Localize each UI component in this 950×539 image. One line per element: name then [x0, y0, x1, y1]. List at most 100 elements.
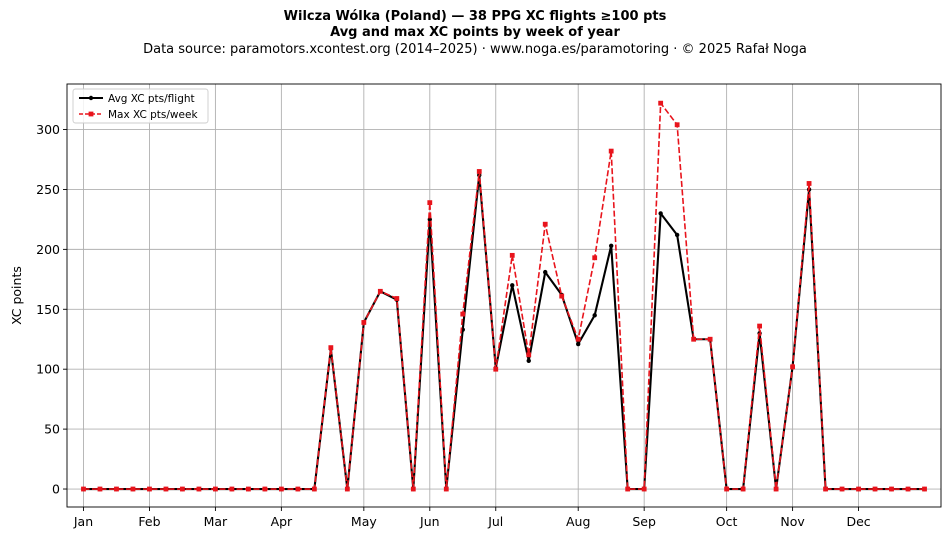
- y-tick-label: 150: [36, 302, 60, 317]
- series-max: [81, 100, 927, 492]
- y-tick-label: 200: [36, 242, 60, 257]
- data-point: [328, 345, 334, 351]
- x-tick-label: Jan: [73, 514, 93, 529]
- y-axis-label: XC points: [9, 266, 24, 325]
- data-point: [147, 486, 152, 492]
- legend-label: Max XC pts/week: [108, 109, 198, 121]
- data-point: [443, 486, 449, 492]
- data-point: [608, 148, 614, 154]
- data-point: [674, 232, 680, 238]
- series-line: [83, 102, 925, 490]
- data-point: [213, 486, 218, 492]
- data-point: [180, 486, 185, 492]
- grid: [67, 84, 941, 507]
- legend-item: Avg XC pts/flight: [79, 93, 195, 105]
- x-tick-label: Aug: [566, 514, 590, 529]
- data-point: [625, 486, 631, 492]
- legend-marker: [88, 111, 94, 117]
- data-point: [410, 486, 416, 492]
- legend-item: Max XC pts/week: [79, 109, 198, 121]
- data-point: [773, 486, 779, 492]
- data-point: [97, 486, 103, 492]
- data-point: [641, 486, 647, 492]
- data-point: [81, 486, 86, 492]
- data-point: [674, 122, 680, 128]
- chart-title-line1: Wilcza Wólka (Poland) — 38 PPG XC flight…: [283, 9, 667, 24]
- data-point: [526, 352, 532, 358]
- data-point: [262, 486, 268, 492]
- series-avg: [81, 172, 927, 492]
- data-point: [576, 341, 581, 347]
- plot-frame: [66, 83, 942, 508]
- y-axis: 0 50 100 150 200 250 300: [36, 122, 67, 497]
- y-tick-label: 0: [52, 482, 60, 497]
- data-point: [542, 221, 548, 227]
- data-point: [592, 313, 597, 318]
- data-point: [691, 336, 697, 342]
- data-point: [839, 486, 845, 492]
- data-point: [922, 486, 927, 492]
- data-point: [559, 293, 565, 299]
- data-point: [394, 296, 400, 301]
- legend: Avg XC pts/flight Max XC pts/week: [72, 88, 209, 124]
- y-tick-label: 50: [44, 422, 60, 437]
- data-point: [707, 336, 713, 342]
- data-point: [295, 486, 301, 492]
- data-point: [658, 211, 663, 216]
- data-point: [740, 486, 746, 492]
- data-point: [114, 486, 119, 492]
- data-point: [245, 486, 251, 492]
- data-point: [229, 486, 235, 492]
- legend-box: [72, 88, 209, 124]
- data-point: [526, 358, 531, 364]
- chart-subtitle: Data source: paramotors.xcontest.org (20…: [143, 42, 807, 57]
- data-point: [377, 288, 383, 294]
- data-point: [823, 486, 828, 492]
- x-axis: Jan Feb Mar Apr May Jun Jul Aug Sep Oct Nov Dec: [73, 507, 871, 529]
- data-point: [592, 255, 598, 261]
- data-point: [427, 200, 433, 206]
- data-point: [278, 486, 284, 492]
- data-point: [493, 366, 499, 372]
- data-point: [476, 169, 482, 174]
- data-point: [130, 486, 136, 492]
- x-tick-label: Oct: [716, 514, 738, 529]
- data-point: [196, 486, 202, 492]
- data-point: [905, 486, 911, 492]
- data-point: [510, 283, 515, 288]
- data-point: [311, 486, 317, 492]
- data-point: [361, 320, 367, 325]
- data-point: [163, 486, 169, 492]
- data-point: [872, 486, 878, 492]
- x-tick-label: May: [351, 514, 377, 529]
- data-point: [509, 252, 515, 258]
- data-point: [790, 364, 795, 370]
- data-point: [889, 486, 894, 492]
- x-tick-label: Jun: [419, 514, 440, 529]
- data-point: [344, 486, 350, 492]
- data-point: [575, 336, 581, 342]
- data-point: [658, 100, 664, 106]
- x-tick-label: Feb: [138, 514, 160, 529]
- data-point: [460, 311, 466, 317]
- data-point: [757, 323, 763, 329]
- data-point: [724, 486, 730, 492]
- x-tick-label: Jul: [487, 514, 503, 529]
- chart-title-line2: Avg and max XC points by week of year: [330, 25, 620, 40]
- y-tick-label: 300: [36, 122, 60, 137]
- legend-marker: [88, 95, 94, 101]
- y-tick-label: 250: [36, 182, 60, 197]
- data-point: [856, 486, 861, 492]
- x-tick-label: Apr: [271, 514, 293, 529]
- x-tick-label: Sep: [632, 514, 656, 529]
- legend-label: Avg XC pts/flight: [108, 93, 195, 105]
- data-point: [608, 243, 614, 248]
- x-tick-label: Nov: [780, 514, 805, 529]
- data-point: [806, 181, 812, 186]
- x-tick-label: Dec: [846, 514, 870, 529]
- series-layer: [81, 100, 927, 492]
- series-line: [83, 174, 925, 491]
- x-tick-label: Mar: [204, 514, 228, 529]
- y-tick-label: 100: [36, 362, 60, 377]
